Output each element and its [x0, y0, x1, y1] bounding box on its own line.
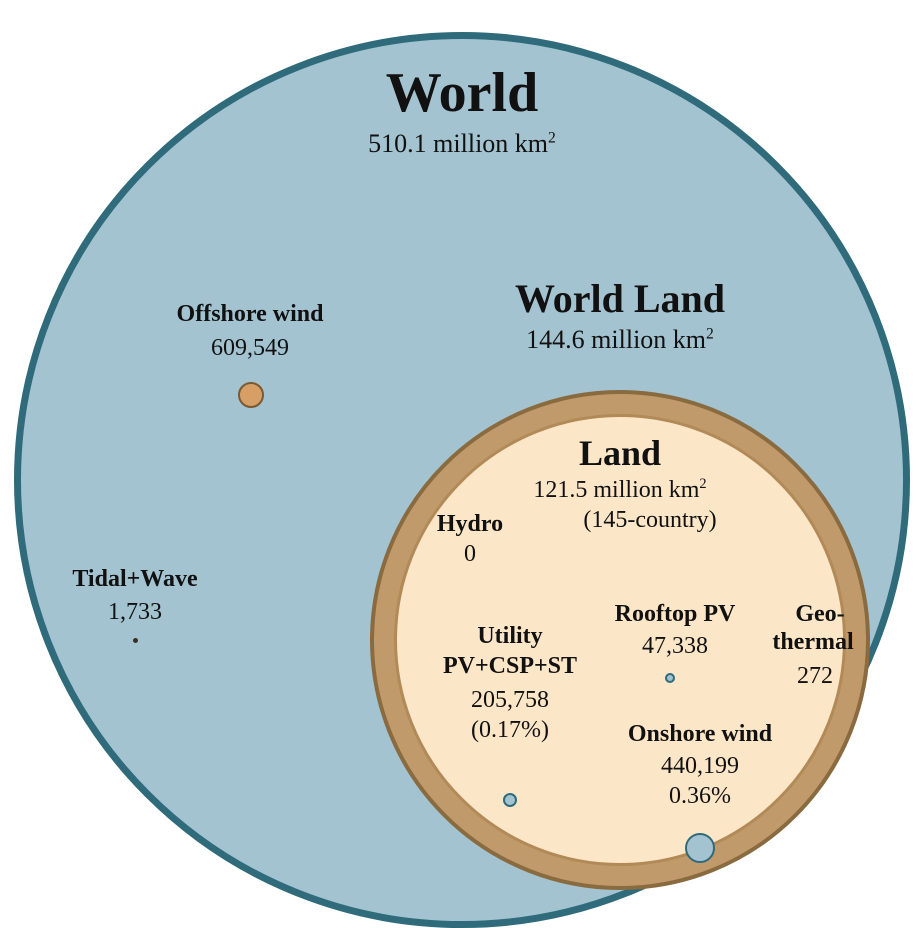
land-title: Land: [394, 432, 846, 475]
offshore-wind-label: Offshore wind: [120, 300, 380, 329]
geothermal-label-1: Geo-: [760, 600, 880, 629]
land-subtitle: 121.5 million km2: [394, 476, 846, 505]
rooftop-pv-dot: [665, 673, 675, 683]
offshore-wind-dot: [238, 382, 264, 408]
geothermal-label-2: thermal: [748, 628, 878, 657]
offshore-wind-value: 609,549: [120, 334, 380, 363]
tidal-wave-dot: [133, 638, 138, 643]
onshore-wind-dot: [685, 833, 715, 863]
hydro-label: Hydro: [400, 510, 540, 539]
hydro-value: 0: [400, 540, 540, 569]
world-land-subtitle: 144.6 million km2: [370, 324, 870, 355]
world-subtitle: 510.1 million km2: [0, 128, 924, 159]
onshore-wind-note: 0.36%: [580, 782, 820, 811]
tidal-wave-label: Tidal+Wave: [30, 565, 240, 594]
utility-label-2: PV+CSP+ST: [400, 652, 620, 681]
world-land-title: World Land: [370, 275, 870, 323]
diagram-stage: World 510.1 million km2 World Land 144.6…: [0, 0, 924, 924]
onshore-wind-label: Onshore wind: [580, 720, 820, 749]
utility-label-1: Utility: [400, 622, 620, 651]
tidal-wave-value: 1,733: [30, 598, 240, 627]
geothermal-value: 272: [760, 662, 870, 691]
onshore-wind-value: 440,199: [580, 752, 820, 781]
land-note: (145-country): [520, 506, 780, 535]
utility-value: 205,758: [400, 686, 620, 715]
utility-dot: [503, 793, 517, 807]
world-title: World: [0, 60, 924, 127]
